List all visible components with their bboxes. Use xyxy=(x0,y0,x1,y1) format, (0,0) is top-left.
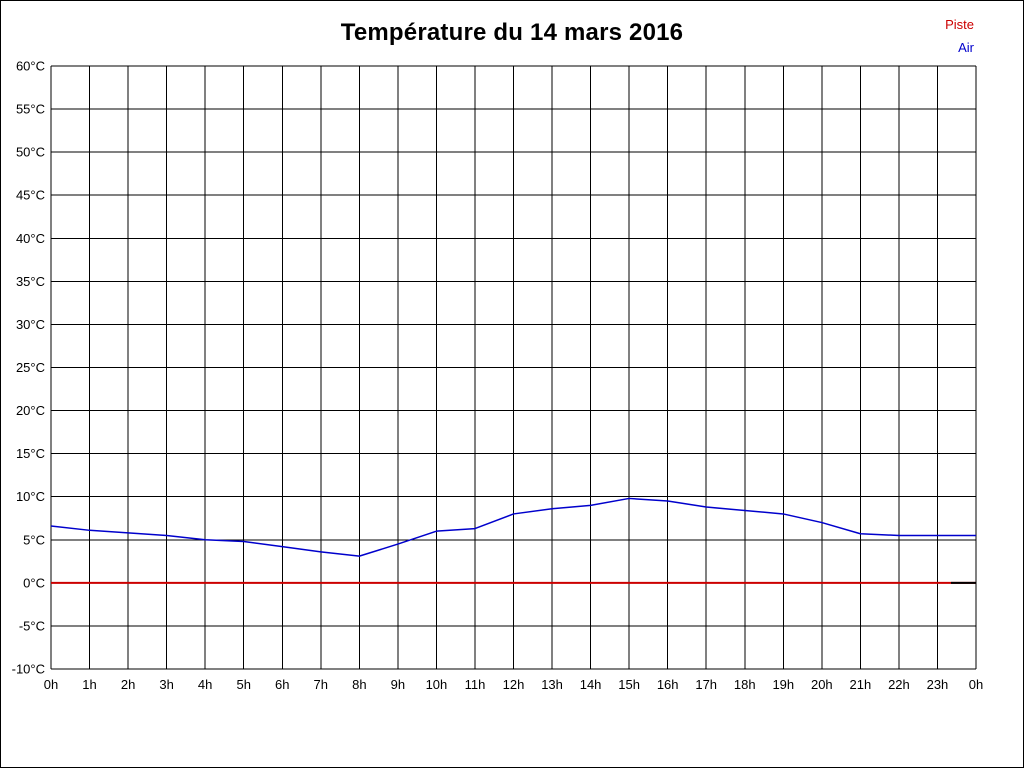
y-tick-label: 15°C xyxy=(16,446,45,461)
x-tick-label: 18h xyxy=(734,677,756,692)
y-tick-label: 20°C xyxy=(16,403,45,418)
legend-item-air: Air xyxy=(958,40,974,55)
x-tick-label: 0h xyxy=(44,677,58,692)
x-tick-label: 5h xyxy=(236,677,250,692)
x-tick-label: 16h xyxy=(657,677,679,692)
x-tick-label: 2h xyxy=(121,677,135,692)
y-tick-label: 0°C xyxy=(23,575,45,590)
x-tick-label: 21h xyxy=(850,677,872,692)
legend-item-piste: Piste xyxy=(945,17,974,32)
x-tick-label: 0h xyxy=(969,677,983,692)
x-tick-label: 7h xyxy=(314,677,328,692)
x-tick-label: 23h xyxy=(927,677,949,692)
y-tick-label: 40°C xyxy=(16,231,45,246)
x-tick-label: 19h xyxy=(772,677,794,692)
y-tick-label: 60°C xyxy=(16,59,45,74)
y-tick-label: 30°C xyxy=(16,317,45,332)
x-tick-label: 13h xyxy=(541,677,563,692)
y-tick-label: -10°C xyxy=(12,662,45,677)
x-tick-label: 1h xyxy=(82,677,96,692)
x-tick-label: 8h xyxy=(352,677,366,692)
legend: Piste Air xyxy=(945,13,974,59)
x-tick-label: 14h xyxy=(580,677,602,692)
y-tick-label: 45°C xyxy=(16,188,45,203)
x-tick-label: 4h xyxy=(198,677,212,692)
x-tick-label: 12h xyxy=(503,677,525,692)
y-tick-label: 55°C xyxy=(16,102,45,117)
y-tick-label: 25°C xyxy=(16,360,45,375)
y-tick-label: 5°C xyxy=(23,532,45,547)
x-tick-label: 11h xyxy=(465,677,486,692)
chart-title: Température du 14 mars 2016 xyxy=(340,19,684,46)
x-tick-label: 15h xyxy=(618,677,640,692)
x-tick-label: 22h xyxy=(888,677,910,692)
x-tick-label: 3h xyxy=(159,677,173,692)
y-tick-label: 35°C xyxy=(16,274,45,289)
x-tick-label: 20h xyxy=(811,677,833,692)
x-tick-label: 17h xyxy=(695,677,717,692)
series-line-air xyxy=(50,497,976,557)
y-tick-label: 50°C xyxy=(16,145,45,160)
x-tick-label: 10h xyxy=(426,677,448,692)
y-tick-label: 10°C xyxy=(16,489,45,504)
x-tick-label: 6h xyxy=(275,677,289,692)
y-tick-label: -5°C xyxy=(19,618,45,633)
x-tick-label: 9h xyxy=(391,677,405,692)
